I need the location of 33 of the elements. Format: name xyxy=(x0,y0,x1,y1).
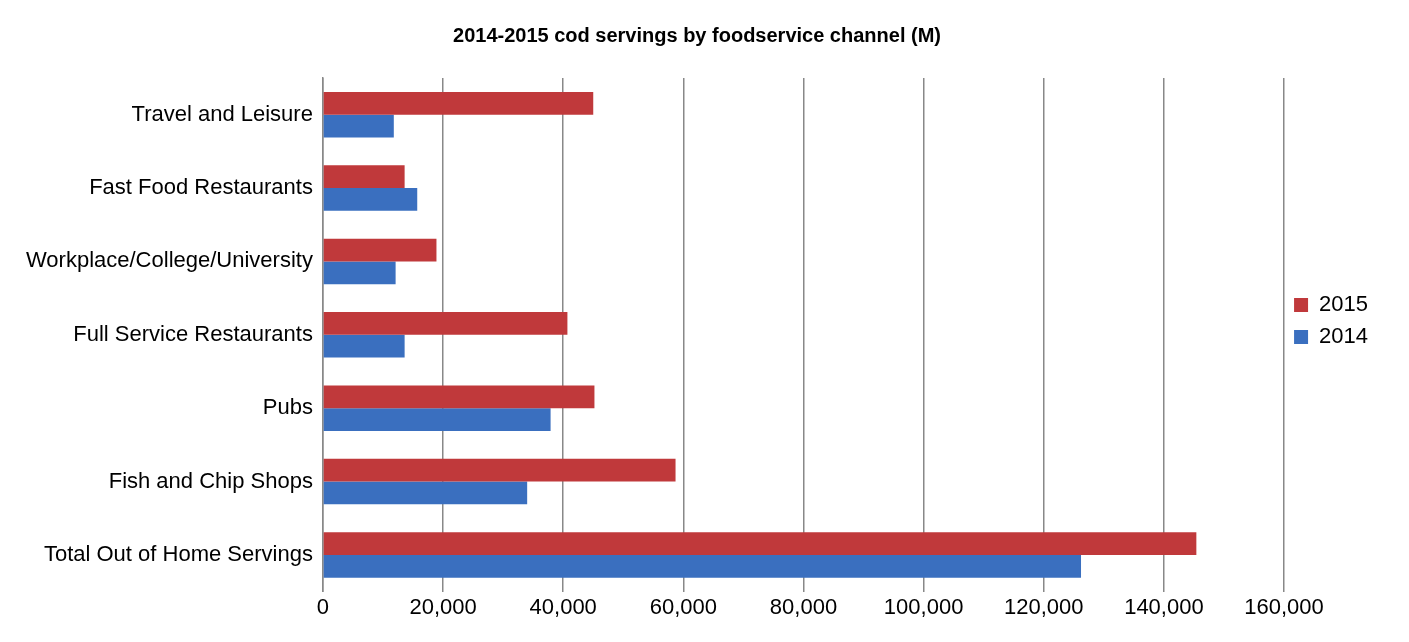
y-tick-label: Travel and Leisure xyxy=(131,100,313,126)
bar xyxy=(323,554,1082,578)
x-tick-label: 20,000 xyxy=(409,593,477,619)
bar xyxy=(323,334,405,358)
bar xyxy=(323,91,594,115)
bar xyxy=(323,385,595,409)
y-tick-label: Fish and Chip Shops xyxy=(108,467,313,493)
bar xyxy=(323,532,1197,555)
y-tick-label: Workplace/College/University xyxy=(25,247,313,273)
bar xyxy=(323,114,394,138)
bar xyxy=(323,261,396,285)
y-tick-label: Total Out of Home Servings xyxy=(43,540,313,566)
bar xyxy=(323,238,437,262)
bar xyxy=(323,165,405,189)
legend-label: 2014 xyxy=(1319,323,1369,349)
bar xyxy=(323,458,676,482)
x-tick-label: 100,000 xyxy=(883,593,964,619)
x-tick-label: 40,000 xyxy=(529,593,597,619)
x-tick-label: 160,000 xyxy=(1244,593,1324,619)
x-tick-label: 120,000 xyxy=(1004,593,1084,619)
chart-title: 2014-2015 cod servings by foodservice channel (M) xyxy=(453,23,941,46)
bar xyxy=(323,481,528,505)
x-tick-label: 0 xyxy=(316,593,330,619)
bar xyxy=(323,408,551,431)
y-tick-label: Full Service Restaurants xyxy=(73,320,313,346)
bar xyxy=(323,188,418,211)
legend-label: 2015 xyxy=(1319,291,1369,317)
y-tick-label: Pubs xyxy=(262,394,313,420)
x-tick-label: 80,000 xyxy=(769,593,838,619)
y-tick-label: Fast Food Restaurants xyxy=(89,174,313,200)
x-tick-label: 60,000 xyxy=(649,593,717,619)
bar xyxy=(323,312,568,335)
x-tick-label: 140,000 xyxy=(1124,593,1204,619)
